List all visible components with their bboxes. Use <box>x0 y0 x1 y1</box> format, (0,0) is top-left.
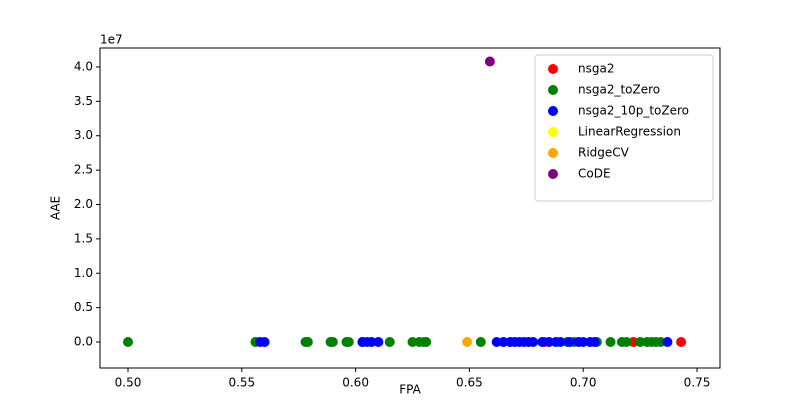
point <box>564 337 575 348</box>
y-tick-label: 0.0 <box>74 335 93 349</box>
point <box>605 337 616 348</box>
x-tick-label: 0.70 <box>570 376 597 390</box>
y-tick-label: 3.0 <box>74 128 93 142</box>
point <box>662 337 673 348</box>
legend-box <box>534 54 714 202</box>
point <box>302 337 313 348</box>
point <box>589 337 600 348</box>
point <box>528 337 539 348</box>
point <box>384 337 395 348</box>
point <box>122 337 133 348</box>
legend-label: CoDE <box>578 167 611 181</box>
y-tick-label: 4.0 <box>74 59 93 73</box>
y-tick-label: 2.5 <box>74 163 93 177</box>
y-offset-label: 1e7 <box>100 33 123 47</box>
legend-label: nsga2_toZero <box>578 83 660 97</box>
x-tick-label: 0.60 <box>342 376 369 390</box>
point <box>373 337 384 348</box>
point <box>421 337 432 348</box>
legend-label: nsga2_10p_toZero <box>578 104 689 118</box>
point <box>327 337 338 348</box>
y-tick-label: 2.0 <box>74 197 93 211</box>
legend-label: RidgeCV <box>578 146 630 160</box>
point <box>343 337 354 348</box>
legend-marker <box>548 106 558 116</box>
x-tick-label: 0.75 <box>684 376 711 390</box>
x-tick-label: 0.65 <box>456 376 483 390</box>
legend-marker <box>548 169 558 179</box>
y-tick-label: 3.5 <box>74 94 93 108</box>
point <box>621 337 632 348</box>
legend-marker <box>548 148 558 158</box>
legend-label: LinearRegression <box>578 125 681 139</box>
plot-frame <box>99 47 721 369</box>
y-axis-label: AAE <box>49 196 63 220</box>
x-axis-label: FPA <box>399 383 421 397</box>
legend-marker <box>548 127 558 137</box>
x-tick-label: 0.50 <box>115 376 142 390</box>
y-tick-label: 1.0 <box>74 266 93 280</box>
point <box>484 56 495 67</box>
point <box>676 337 687 348</box>
legend-marker <box>548 64 558 74</box>
x-tick-label: 0.55 <box>228 376 255 390</box>
y-tick-label: 1.5 <box>74 231 93 245</box>
point <box>462 337 473 348</box>
point <box>259 337 270 348</box>
y-tick-label: 0.5 <box>74 300 93 314</box>
point <box>475 337 486 348</box>
legend-label: nsga2 <box>578 62 614 76</box>
legend-marker <box>548 85 558 95</box>
point <box>555 337 566 348</box>
